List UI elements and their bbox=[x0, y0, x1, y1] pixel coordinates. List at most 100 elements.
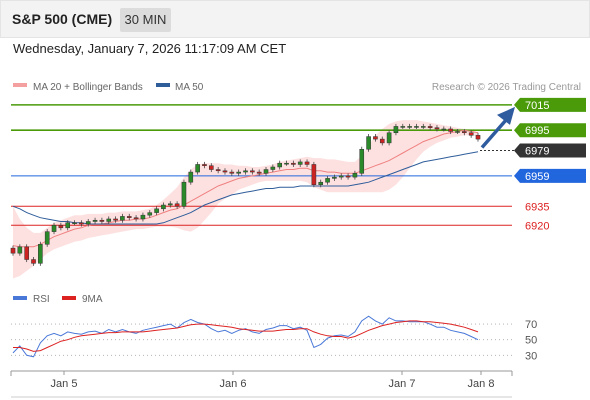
candle-body bbox=[441, 128, 447, 131]
candle bbox=[147, 210, 153, 218]
candle-body bbox=[126, 216, 132, 218]
candle bbox=[106, 216, 112, 225]
candle-body bbox=[99, 219, 105, 222]
candle-body bbox=[133, 217, 139, 220]
candle-body bbox=[243, 170, 248, 173]
level-text: 6979 bbox=[525, 146, 549, 158]
candle-body bbox=[366, 136, 371, 150]
candle bbox=[373, 134, 378, 142]
candle-body bbox=[106, 218, 112, 222]
candle-body bbox=[352, 173, 358, 178]
candle-body bbox=[386, 132, 392, 144]
candle bbox=[291, 160, 296, 167]
candle bbox=[448, 126, 453, 135]
candle bbox=[427, 123, 433, 131]
candle-body bbox=[113, 218, 118, 221]
candle-body bbox=[345, 175, 351, 178]
candle bbox=[243, 168, 248, 175]
candle bbox=[79, 220, 84, 227]
ma20-legend-swatch bbox=[13, 83, 27, 87]
rsi-ma-legend-swatch bbox=[62, 296, 76, 300]
candle bbox=[202, 161, 207, 169]
candle bbox=[154, 206, 159, 216]
candle-body bbox=[427, 126, 433, 128]
candle bbox=[10, 245, 16, 256]
candle-body bbox=[407, 126, 412, 128]
rsi-level-label: 70 bbox=[525, 319, 537, 331]
candle bbox=[386, 130, 392, 146]
interval-button[interactable]: 30 MIN bbox=[120, 8, 171, 32]
candle bbox=[297, 159, 303, 167]
candle bbox=[209, 163, 214, 173]
candle-body bbox=[455, 131, 460, 133]
candle-body bbox=[420, 126, 426, 128]
candle-body bbox=[236, 171, 241, 174]
candle-body bbox=[332, 176, 337, 179]
candle-body bbox=[222, 170, 228, 173]
level-text: 6935 bbox=[525, 201, 549, 213]
ma20-line bbox=[12, 129, 479, 248]
candle-body bbox=[72, 222, 77, 225]
candle bbox=[277, 160, 282, 170]
candle-body bbox=[167, 203, 173, 206]
candle bbox=[359, 146, 365, 176]
x-tick-label: Jan 8 bbox=[468, 378, 495, 390]
candle bbox=[65, 220, 71, 231]
timestamp: Wednesday, January 7, 2026 11:17:09 AM C… bbox=[13, 41, 287, 56]
candle bbox=[256, 169, 262, 176]
candle bbox=[188, 169, 194, 185]
level-label-6995: 6995 bbox=[514, 123, 586, 138]
candle bbox=[140, 212, 146, 222]
candle bbox=[113, 216, 118, 223]
candle-body bbox=[338, 175, 344, 178]
candle bbox=[195, 161, 200, 175]
projection-arrowhead bbox=[497, 106, 515, 125]
candle bbox=[72, 220, 77, 226]
candle-body bbox=[400, 126, 406, 128]
candle-body bbox=[325, 178, 330, 183]
candle bbox=[455, 128, 460, 135]
candle-body bbox=[38, 244, 43, 264]
rsi-level-label: 30 bbox=[525, 350, 537, 362]
rsi-level-label: 50 bbox=[525, 335, 537, 347]
candle-body bbox=[277, 162, 282, 168]
candle-body bbox=[79, 222, 84, 225]
candle bbox=[338, 173, 344, 180]
candle-body bbox=[202, 164, 207, 166]
candle bbox=[475, 132, 481, 142]
copyright-text: Research © 2026 Trading Central bbox=[432, 82, 581, 93]
candle-body bbox=[229, 171, 235, 174]
candle-body bbox=[154, 208, 159, 213]
chart-header: S&P 500 (CME) 30 MIN bbox=[0, 0, 590, 38]
candle-body bbox=[92, 219, 98, 222]
candle-body bbox=[31, 259, 36, 264]
candle-body bbox=[24, 246, 29, 260]
candle bbox=[407, 123, 412, 129]
candle-body bbox=[51, 225, 57, 232]
candle-body bbox=[311, 164, 317, 185]
candle-body bbox=[120, 216, 125, 221]
candle bbox=[17, 244, 23, 256]
candle bbox=[332, 174, 337, 181]
candle-body bbox=[462, 131, 467, 134]
candle bbox=[468, 130, 474, 138]
candle bbox=[462, 128, 467, 136]
level-text: 6995 bbox=[525, 125, 549, 137]
candle bbox=[126, 213, 132, 221]
candle bbox=[38, 241, 43, 266]
level-tag bbox=[514, 143, 586, 158]
candle-body bbox=[181, 181, 187, 207]
level-label-6979: 6979 bbox=[514, 143, 586, 158]
candle-body bbox=[318, 181, 324, 185]
candle bbox=[167, 201, 173, 208]
candle bbox=[174, 201, 180, 209]
candle-body bbox=[17, 246, 23, 254]
instrument-title: S&P 500 (CME) bbox=[12, 11, 113, 27]
candle bbox=[400, 123, 406, 129]
candle bbox=[215, 166, 221, 174]
candle-body bbox=[188, 171, 194, 183]
candle-body bbox=[256, 171, 262, 174]
candle bbox=[366, 134, 371, 152]
rsi-ma-legend-label: 9MA bbox=[82, 294, 103, 305]
level-label-6920: 6920 bbox=[525, 220, 549, 232]
